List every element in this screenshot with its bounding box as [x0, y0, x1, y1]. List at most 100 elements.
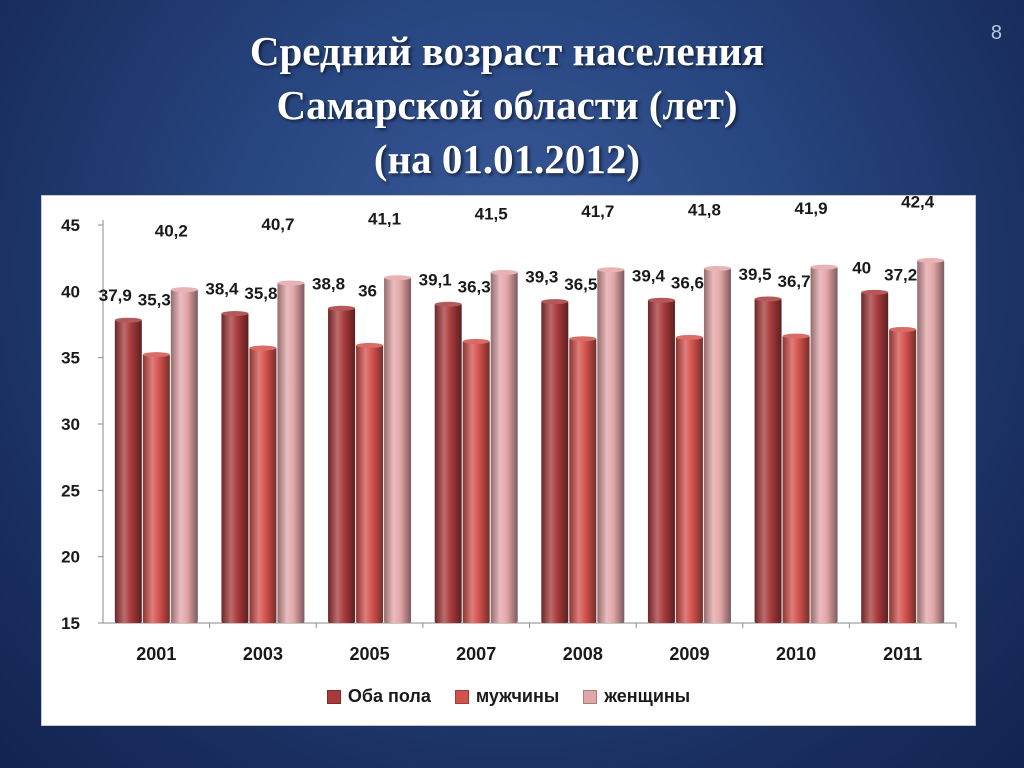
legend-item-both: Оба пола — [326, 686, 431, 707]
data-label: 36 — [358, 281, 377, 300]
bar-cap — [490, 269, 518, 275]
bar-cap — [541, 299, 569, 305]
x-tick-label: 2010 — [776, 644, 816, 664]
bar-Оба-пола-2005 — [328, 307, 356, 623]
y-tick-label: 15 — [61, 614, 80, 633]
bar-Оба-пола-2010 — [754, 297, 782, 623]
data-label: 41,9 — [795, 199, 828, 218]
slide-title: Средний возраст населения Самарской обла… — [0, 24, 1014, 186]
chart-legend: Оба пола мужчины женщины — [42, 686, 975, 707]
x-tick-label: 2001 — [136, 644, 176, 664]
bar-мужчины-2001 — [142, 353, 170, 623]
bar-cap — [754, 296, 782, 302]
legend-item-women: женщины — [583, 686, 690, 707]
data-label: 40,2 — [155, 222, 188, 241]
data-label: 35,3 — [138, 291, 171, 310]
bar-cap — [249, 345, 277, 351]
bar-cap — [434, 301, 462, 307]
bar-chart: 15 20 25 30 35 40 45 2001 2003 2005 2007 2008 2009 20… — [61, 196, 957, 664]
bar-cap — [889, 326, 917, 332]
bar-мужчины-2007 — [462, 340, 490, 623]
bar-cap — [170, 287, 198, 293]
bar-cap — [569, 336, 597, 342]
bar-Оба-пола-2003 — [221, 312, 249, 623]
data-label: 41,5 — [475, 204, 508, 223]
title-line-1: Средний возраст населения — [249, 28, 765, 74]
bar-мужчины-2008 — [569, 337, 597, 623]
bar-Оба-пола-2001 — [114, 319, 142, 623]
bar-Оба-пола-2008 — [541, 300, 569, 623]
data-label: 36,7 — [778, 272, 811, 291]
bar-cap — [328, 305, 356, 311]
data-label: 36,6 — [671, 273, 704, 292]
bar-мужчины-2010 — [782, 335, 810, 623]
data-label: 36,5 — [564, 275, 597, 294]
bar-cap — [861, 289, 889, 295]
bar-женщины-2007 — [490, 271, 518, 623]
data-label: 38,8 — [312, 274, 345, 293]
bar-мужчины-2011 — [889, 328, 917, 623]
bar-cap — [277, 280, 305, 286]
bar-Оба-пола-2007 — [434, 303, 462, 623]
bar-cap — [462, 338, 490, 344]
data-label: 40,7 — [261, 215, 294, 234]
bar-cap — [647, 297, 675, 303]
bar-cap — [356, 342, 384, 348]
legend-label-women: женщины — [604, 686, 691, 706]
legend-label-men: мужчины — [475, 686, 560, 706]
bar-cap — [114, 317, 142, 323]
bar-Оба-пола-2011 — [861, 291, 889, 623]
y-tick-label: 20 — [61, 548, 80, 567]
y-tick-label: 30 — [61, 415, 80, 434]
bar-мужчины-2005 — [356, 344, 384, 623]
bar-cap — [703, 265, 731, 271]
data-label: 41,8 — [688, 200, 721, 219]
legend-label-both: Оба пола — [347, 686, 431, 706]
bar-женщины-2010 — [810, 266, 838, 623]
data-label: 36,3 — [458, 277, 491, 296]
data-label: 37,2 — [884, 265, 917, 284]
bar-cap — [142, 352, 170, 358]
y-tick-label: 45 — [61, 216, 80, 235]
bar-cap — [597, 267, 625, 273]
bar-Оба-пола-2009 — [647, 299, 675, 623]
data-label: 37,9 — [99, 286, 132, 305]
y-tick-label: 25 — [61, 481, 80, 500]
bar-cap — [917, 257, 945, 263]
data-label: 39,5 — [739, 265, 772, 284]
data-label: 35,8 — [244, 284, 277, 303]
legend-swatch-women — [583, 689, 598, 704]
data-label: 38,4 — [205, 280, 239, 299]
x-tick-label: 2007 — [456, 644, 496, 664]
data-label: 42,4 — [901, 196, 935, 211]
bar-женщины-2005 — [384, 276, 412, 623]
x-tick-label: 2009 — [669, 644, 709, 664]
bar-cap — [782, 333, 810, 339]
x-tick-label: 2011 — [883, 644, 922, 664]
data-label: 39,4 — [632, 266, 666, 285]
x-tick-label: 2005 — [350, 644, 390, 664]
bar-cap — [675, 334, 703, 340]
bar-cap — [810, 264, 838, 270]
data-label: 41,1 — [368, 210, 401, 229]
bar-мужчины-2003 — [249, 347, 277, 623]
slide-number: 8 — [990, 22, 1002, 44]
bar-женщины-2003 — [277, 282, 305, 623]
bar-cap — [384, 275, 412, 281]
legend-item-men: мужчины — [454, 686, 560, 707]
bar-мужчины-2009 — [675, 336, 703, 623]
bar-женщины-2008 — [597, 268, 625, 623]
x-tick-label: 2008 — [563, 644, 603, 664]
data-label: 39,1 — [419, 270, 452, 289]
y-tick-label: 40 — [61, 282, 80, 301]
bar-женщины-2011 — [917, 259, 945, 623]
y-tick-label: 35 — [61, 349, 80, 368]
bar-женщины-2009 — [703, 267, 731, 623]
title-line-3: (на 01.01.2012) — [373, 136, 641, 182]
data-label: 39,3 — [525, 268, 558, 287]
x-tick-label: 2003 — [243, 644, 283, 664]
legend-swatch-both — [326, 689, 341, 704]
chart-panel: 15 20 25 30 35 40 45 2001 2003 2005 2007 2008 2009 20… — [41, 195, 976, 726]
data-label: 40 — [852, 258, 871, 277]
title-line-2: Самарской области (лет) — [276, 82, 738, 128]
